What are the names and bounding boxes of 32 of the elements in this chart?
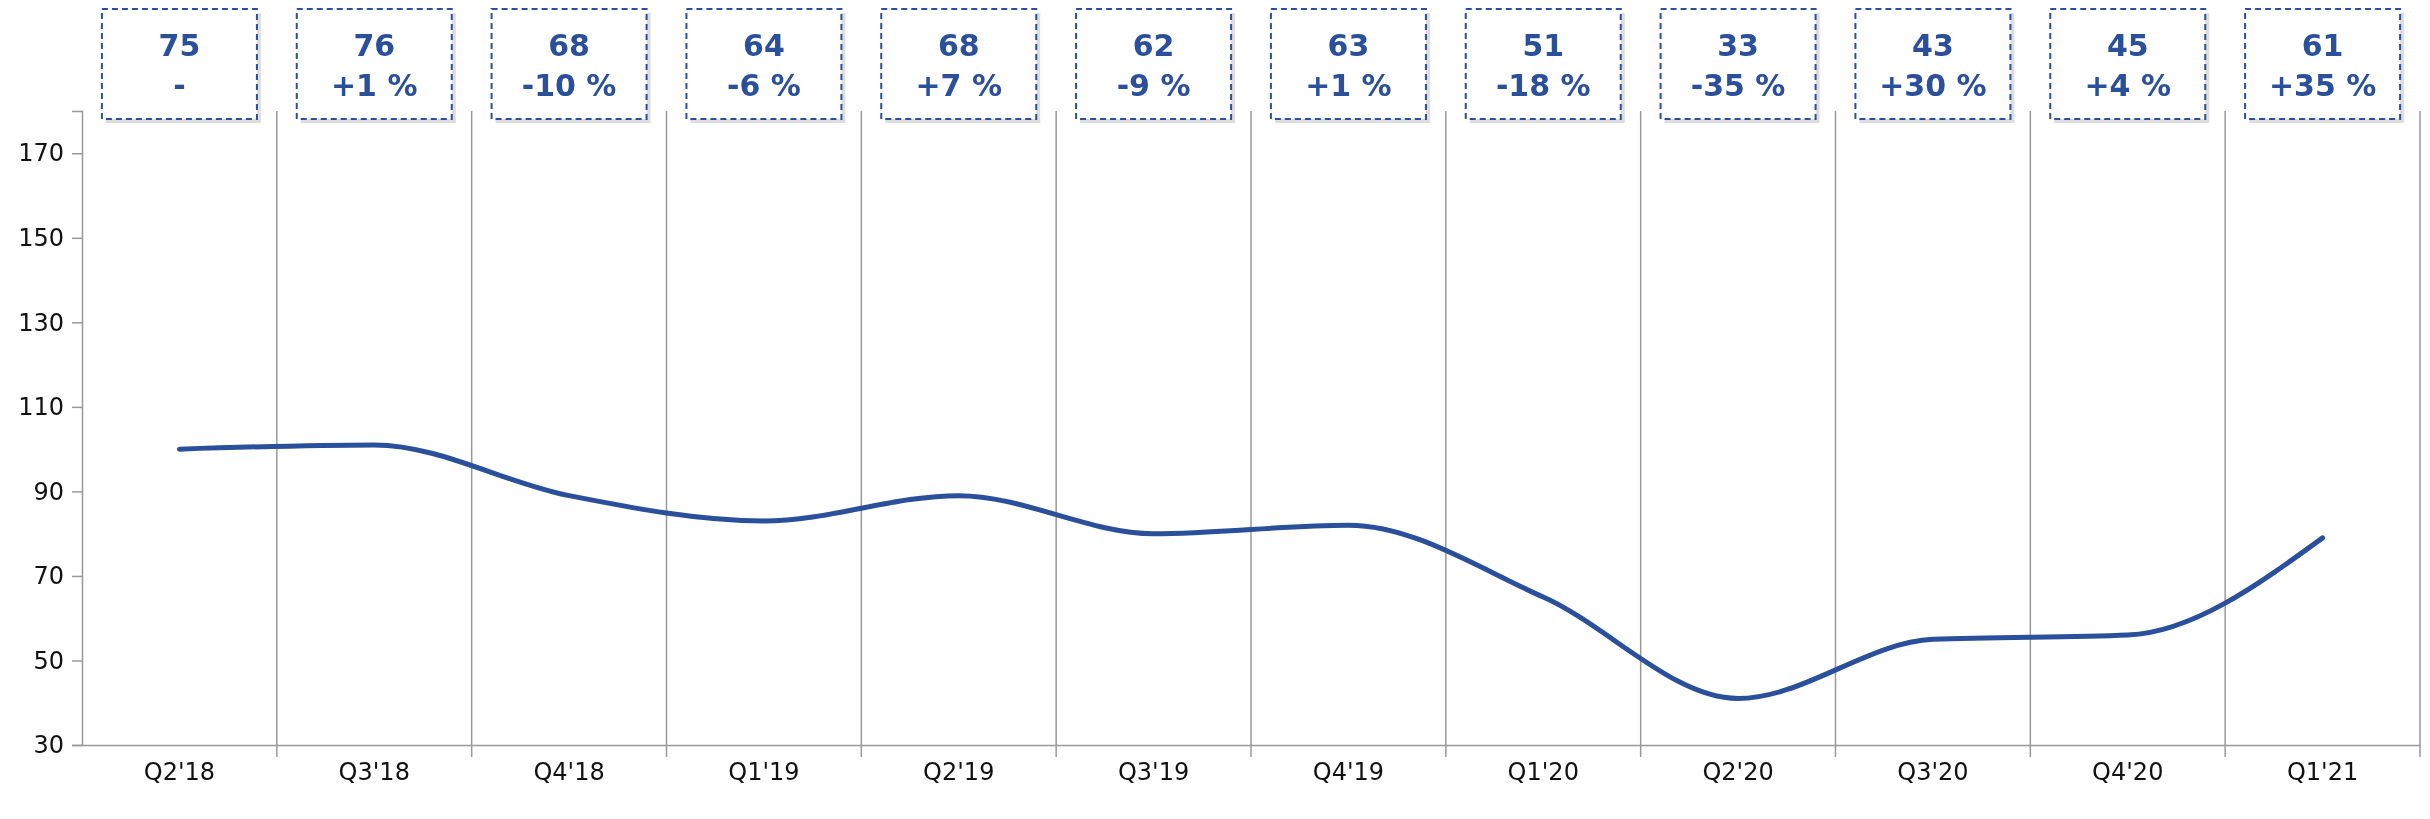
x-tick-label: Q3'19 — [1117, 758, 1190, 787]
x-tick-label: Q3'18 — [338, 758, 410, 787]
x-tick-label: Q2'18 — [143, 758, 216, 787]
y-tick-label: 50 — [33, 646, 64, 675]
y-tick-label: 90 — [33, 477, 64, 506]
text: 45 +4 % — [2084, 28, 2172, 103]
y-tick-label: 30 — [33, 731, 64, 760]
text: 68 +7 % — [915, 28, 1003, 103]
text: 61 +35 % — [2268, 28, 2377, 103]
text: 33 -35 % — [1690, 28, 1786, 103]
text: 76 +1 % — [330, 28, 418, 103]
y-tick-label: 170 — [18, 139, 64, 168]
x-tick-label: Q4'18 — [533, 758, 605, 787]
text: 63 +1 % — [1305, 28, 1392, 103]
text: 75 - — [158, 28, 201, 103]
x-tick-label: Q2'19 — [923, 758, 995, 787]
text: 68 -10 % — [521, 28, 617, 103]
y-tick-label: 110 — [18, 393, 64, 422]
x-tick-label: Q3'20 — [1897, 758, 1969, 787]
y-tick-label: 130 — [18, 308, 64, 337]
x-tick-label: Q4'20 — [2092, 758, 2164, 787]
x-tick-label: Q1'19 — [728, 758, 800, 787]
x-tick-label: Q1'21 — [2286, 758, 2359, 787]
x-tick-label: Q2'20 — [1702, 758, 1774, 787]
text: 51 -18 % — [1495, 28, 1591, 103]
text: 43 +30 % — [1879, 28, 1987, 103]
x-tick-label: Q4'19 — [1312, 758, 1385, 787]
y-tick-label: 150 — [18, 223, 64, 252]
x-tick-label: Q1'20 — [1507, 758, 1579, 787]
text: 64 -6 % — [727, 28, 801, 103]
text: 62 -9 % — [1116, 28, 1191, 103]
y-tick-label: 70 — [33, 562, 64, 591]
